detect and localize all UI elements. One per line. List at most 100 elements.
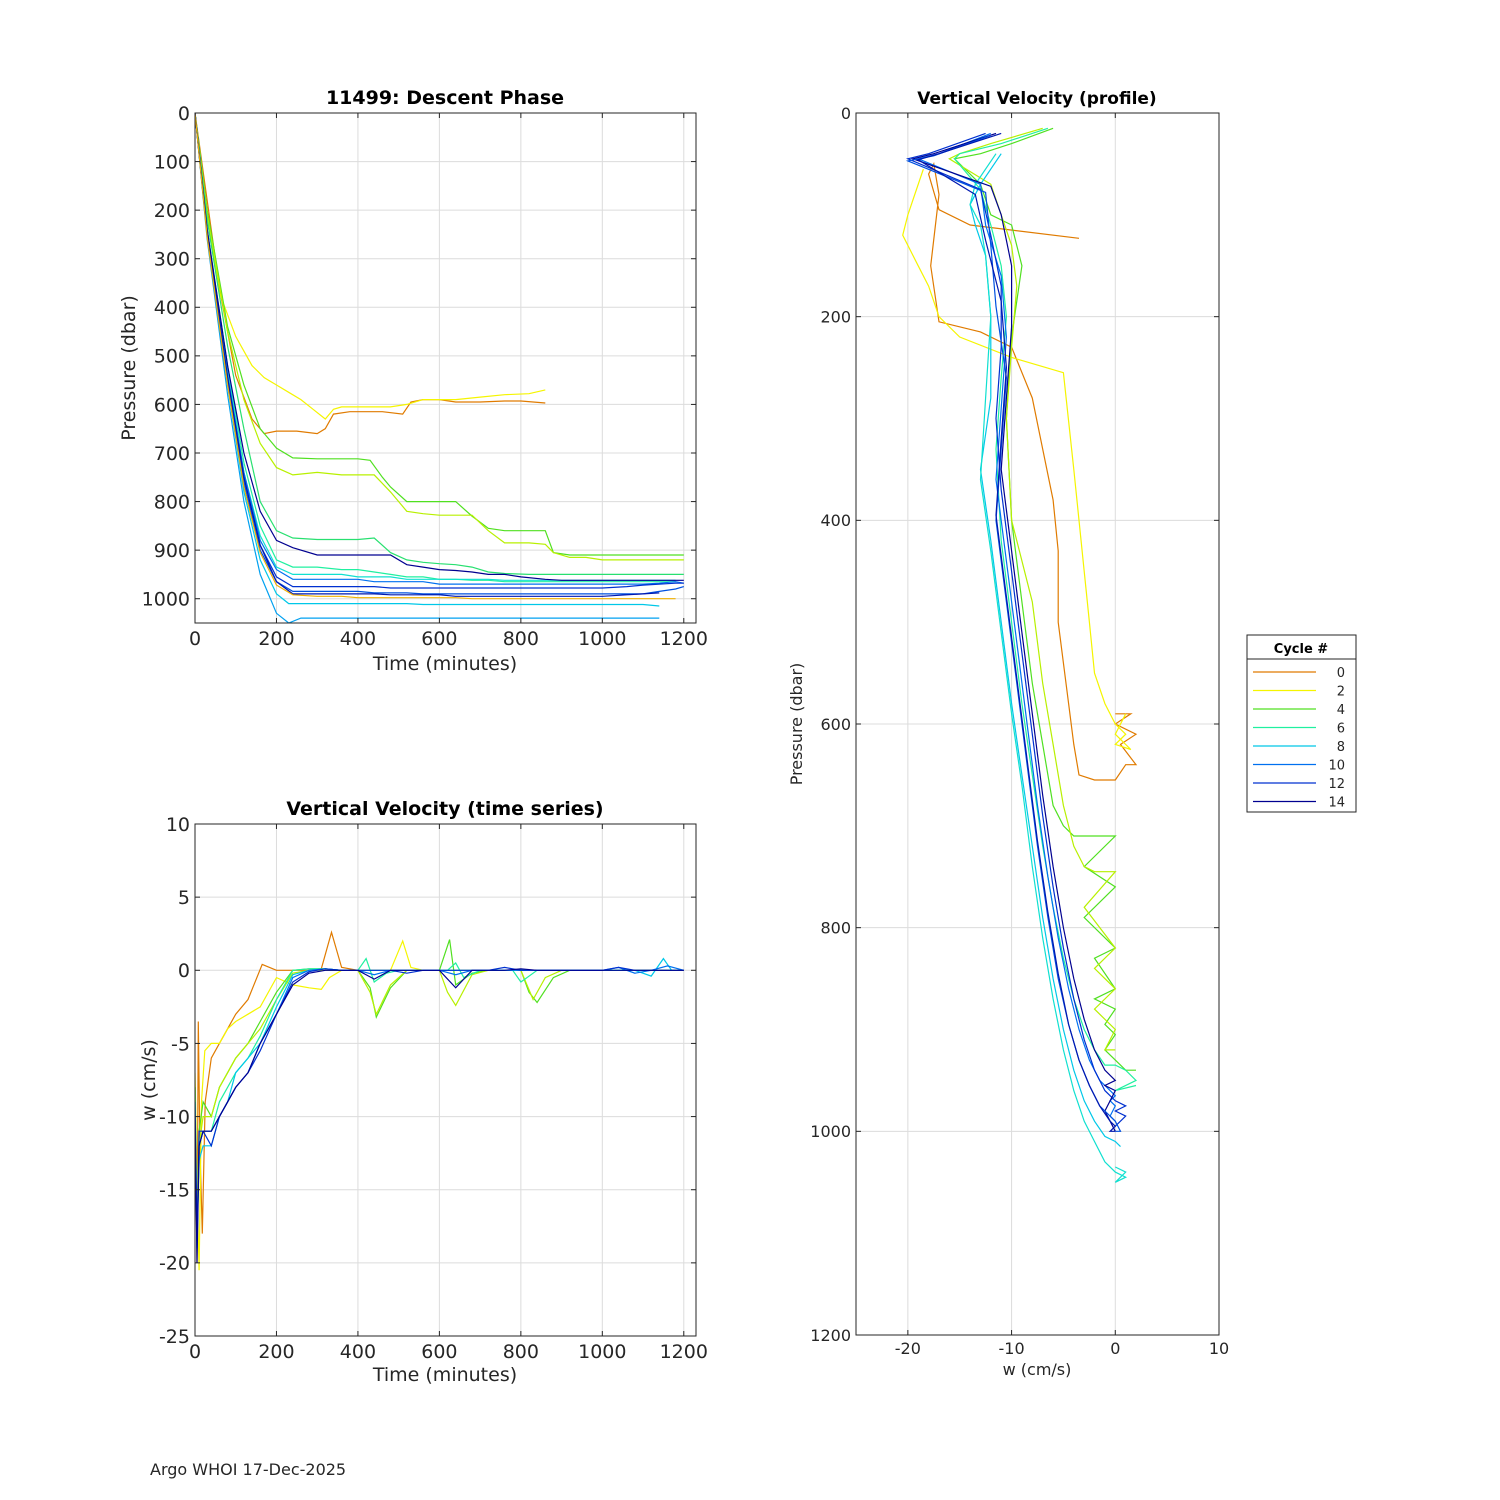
w-time-xtick-label: 600: [421, 1341, 457, 1363]
descent-series-cycle-0: [195, 113, 546, 435]
w-time-ticks: 0 200 400 600 800 1000 1200 10 5 0 -5 -10 -15 -20 -25: [159, 814, 708, 1363]
descent-xlabel: Time (minutes): [372, 653, 517, 675]
descent-series-cycle-9: [195, 113, 660, 623]
w-profile-xtick-label: 0: [1110, 1339, 1120, 1358]
descent-xtick-label: 800: [503, 628, 539, 650]
w-time-ytick-label: -25: [159, 1326, 190, 1348]
w-time-ytick-label: -10: [159, 1106, 190, 1128]
descent-xtick-label: 400: [340, 628, 376, 650]
descent-ytick-label: 900: [154, 540, 190, 562]
w-profile-xlabel: w (cm/s): [1003, 1360, 1072, 1379]
w-time-panel: Vertical Velocity (time series) 0 200 400 6…: [138, 798, 708, 1386]
legend-title: Cycle #: [1274, 642, 1329, 657]
descent-series-cycle-6: [195, 113, 676, 583]
w-profile-grid: [856, 112, 1220, 1336]
w-time-xtick-label: 0: [189, 1341, 201, 1363]
w-profile-series-cycle-10: [916, 132, 1117, 1122]
w-profile-ytick-label: 1000: [810, 1122, 851, 1141]
descent-panel: 11499: Descent Phase 0 200 400 600 800 1000 12…: [118, 87, 708, 675]
w-profile-ytick-label: 400: [820, 511, 851, 530]
descent-xtick-label: 0: [189, 628, 201, 650]
descent-xtick-label: 1000: [578, 628, 626, 650]
descent-series-cycle-11: [195, 113, 684, 595]
w-time-series: [195, 930, 684, 1271]
w-profile-series-cycle-13: [916, 132, 1117, 1132]
w-profile-ytick-label: 600: [820, 715, 851, 734]
legend-label-cycle-10: 10: [1328, 759, 1345, 774]
legend-label-cycle-12: 12: [1328, 777, 1345, 792]
w-time-xtick-label: 200: [258, 1341, 294, 1363]
descent-xtick-label: 600: [421, 628, 457, 650]
w-profile-series-cycle-4: [953, 127, 1136, 1071]
descent-ytick-label: 400: [154, 297, 190, 319]
descent-ytick-label: 100: [154, 151, 190, 173]
descent-series: [195, 113, 684, 623]
descent-series-cycle-1: [195, 113, 676, 600]
w-profile-series-cycle-0: [927, 162, 1138, 781]
w-time-ytick-label: 0: [178, 960, 190, 982]
w-profile-ylabel: Pressure (dbar): [787, 663, 806, 786]
descent-series-cycle-3: [195, 113, 684, 561]
descent-ytick-label: 0: [178, 103, 190, 125]
w-profile-series-cycle-2: [902, 168, 1132, 751]
w-time-ytick-label: 10: [166, 814, 190, 836]
descent-xtick-label: 1200: [660, 628, 708, 650]
descent-ytick-label: 500: [154, 346, 190, 368]
w-time-ytick-label: -15: [159, 1180, 190, 1202]
w-time-series-cycle-0: [195, 930, 546, 1263]
w-time-axes: [194, 823, 697, 1337]
descent-ytick-label: 600: [154, 394, 190, 416]
descent-series-cycle-4: [195, 113, 684, 556]
legend-label-cycle-0: 0: [1337, 666, 1345, 681]
legend: Cycle # 0 2 4 6 8 10 12 14: [1246, 634, 1357, 813]
w-time-xtick-label: 1000: [578, 1341, 626, 1363]
legend-label-cycle-14: 14: [1328, 796, 1345, 811]
w-profile-ytick-label: 0: [841, 104, 851, 123]
w-profile-series-cycle-14: [910, 132, 1117, 1132]
descent-title: 11499: Descent Phase: [326, 87, 564, 109]
w-profile-panel: Vertical Velocity (profile) -20 -10 0 10 0 20…: [787, 89, 1229, 1379]
w-profile-xtick-label: -10: [999, 1339, 1025, 1358]
w-profile-ytick-label: 1200: [810, 1326, 851, 1345]
w-profile-ytick-label: 200: [820, 307, 851, 326]
descent-grid: [194, 112, 696, 623]
legend-label-cycle-2: 2: [1337, 685, 1345, 700]
legend-label-cycle-4: 4: [1337, 703, 1345, 718]
w-time-series-cycle-14: [195, 968, 684, 1263]
descent-ytick-label: 200: [154, 200, 190, 222]
w-time-xlabel: Time (minutes): [372, 1364, 517, 1386]
w-time-xtick-label: 800: [503, 1341, 539, 1363]
w-time-series-cycle-6: [195, 957, 680, 1249]
descent-series-cycle-10: [195, 113, 684, 585]
descent-ylabel: Pressure (dbar): [118, 295, 140, 441]
descent-series-cycle-8: [195, 113, 660, 607]
w-time-ytick-label: 5: [178, 887, 190, 909]
w-profile-xtick-label: -20: [895, 1339, 921, 1358]
w-time-ytick-label: -20: [159, 1253, 190, 1275]
descent-series-cycle-5: [195, 113, 684, 576]
descent-axes: [194, 112, 697, 624]
legend-label-cycle-6: 6: [1337, 722, 1345, 737]
w-time-series-cycle-8: [195, 957, 673, 1234]
w-profile-series-cycle-11: [905, 134, 1122, 1132]
w-profile-title: Vertical Velocity (profile): [917, 89, 1156, 109]
descent-series-cycle-14: [195, 113, 684, 581]
legend-entries: 0 2 4 6 8 10 12 14: [1253, 666, 1345, 811]
w-time-series-cycle-3: [195, 969, 676, 1220]
w-time-grid: [194, 823, 696, 1337]
descent-series-cycle-13: [195, 113, 660, 597]
footer-credit: Argo WHOI 17-Dec-2025: [150, 1460, 347, 1479]
w-time-xtick-label: 400: [340, 1341, 376, 1363]
descent-ticks: 0 200 400 600 800 1000 1200 0 100 200 300 400 500 600…: [142, 103, 708, 650]
w-time-ylabel: w (cm/s): [138, 1039, 160, 1121]
w-profile-series: [902, 127, 1138, 1183]
descent-ytick-label: 800: [154, 491, 190, 513]
descent-ytick-label: 300: [154, 249, 190, 271]
descent-xtick-label: 200: [258, 628, 294, 650]
descent-series-cycle-2: [195, 113, 546, 420]
w-profile-series-cycle-6: [953, 127, 1138, 1092]
w-profile-series-cycle-7: [969, 153, 1128, 1183]
legend-label-cycle-8: 8: [1337, 740, 1345, 755]
